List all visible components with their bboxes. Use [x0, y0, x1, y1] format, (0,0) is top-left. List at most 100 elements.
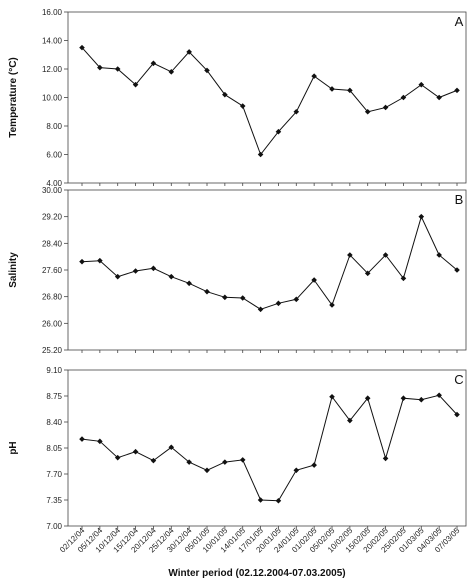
data-point	[418, 396, 425, 403]
panel-letter: B	[455, 192, 464, 207]
y-tick-label: 14.00	[42, 37, 63, 46]
data-point	[454, 267, 460, 273]
data-point	[275, 497, 282, 504]
data-point	[382, 455, 389, 462]
data-point	[150, 60, 157, 67]
data-point	[436, 252, 442, 258]
data-point	[454, 87, 460, 94]
data-point	[168, 444, 175, 451]
data-point	[400, 395, 407, 402]
data-point	[150, 265, 157, 272]
data-point	[293, 467, 300, 474]
data-point	[114, 66, 121, 72]
data-point	[257, 151, 264, 158]
series-line	[81, 394, 458, 502]
x-axis-title: Winter period (02.12.2004-07.03.2005)	[168, 568, 345, 579]
data-point	[132, 81, 139, 88]
data-point	[257, 497, 264, 503]
series-line	[81, 215, 458, 310]
y-tick-label: 7.00	[46, 522, 62, 531]
data-point	[79, 436, 85, 442]
data-point	[293, 296, 300, 303]
data-point	[204, 288, 210, 295]
y-tick-label: 8.05	[46, 444, 62, 453]
data-point	[329, 86, 335, 92]
data-point	[114, 273, 121, 280]
data-point	[418, 213, 425, 220]
data-point	[239, 295, 246, 301]
data-point	[204, 467, 210, 474]
series-line	[81, 47, 458, 156]
y-tick-label: 7.70	[46, 470, 62, 479]
data-point	[239, 103, 246, 109]
data-point	[186, 280, 192, 287]
data-point	[222, 459, 228, 465]
y-tick-label: 8.00	[46, 122, 62, 131]
data-point	[204, 67, 210, 74]
data-point	[168, 273, 175, 280]
plot-frame	[67, 369, 467, 527]
y-tick-label: 26.80	[42, 293, 63, 302]
y-tick-label: 9.10	[46, 366, 62, 375]
data-point	[364, 395, 371, 402]
data-point	[222, 294, 228, 301]
data-point	[329, 302, 335, 308]
data-point	[79, 44, 85, 51]
y-axis-title: pH	[8, 441, 19, 454]
y-axis-title: Salinity	[8, 252, 19, 288]
data-point	[364, 108, 371, 115]
y-tick-label: 26.00	[42, 319, 63, 328]
data-point	[114, 454, 121, 461]
data-point	[311, 462, 317, 468]
data-point	[382, 104, 389, 111]
data-point	[293, 108, 300, 115]
data-point	[257, 306, 264, 313]
panel-A: 4.00 6.00 8.00 10.00 12.00 14.00 16.00 Temperat…	[8, 8, 467, 188]
data-point	[186, 459, 192, 465]
data-point	[150, 457, 157, 464]
data-point	[275, 128, 282, 135]
data-point	[79, 258, 85, 265]
y-tick-label: 6.00	[46, 151, 62, 160]
data-point	[400, 275, 407, 282]
chart-panels: 4.00 6.00 8.00 10.00 12.00 14.00 16.00 Temperat…	[8, 8, 467, 531]
data-point	[97, 64, 103, 71]
data-point	[436, 392, 442, 399]
panel-letter: A	[455, 14, 464, 29]
data-point	[132, 268, 139, 274]
data-point	[311, 73, 317, 79]
data-point	[382, 252, 389, 258]
data-point	[239, 457, 246, 463]
data-point	[311, 277, 317, 283]
y-tick-label: 25.20	[42, 346, 63, 355]
data-point	[347, 417, 353, 424]
panel-B: 25.20 26.00 26.80 27.60 28.40 29.20 30.00 Salin…	[8, 186, 467, 355]
panel-letter: C	[454, 372, 463, 387]
panel-C: 7.00 7.35 7.70 8.05 8.40 8.75 9.10 pH C	[8, 366, 467, 531]
y-tick-label: 30.00	[42, 186, 63, 195]
data-point	[364, 270, 371, 277]
y-tick-label: 12.00	[42, 65, 63, 74]
data-point	[168, 69, 175, 75]
y-tick-label: 4.00	[46, 179, 62, 188]
data-point	[132, 448, 139, 455]
y-tick-label: 8.75	[46, 392, 62, 401]
y-tick-label: 28.40	[42, 239, 63, 248]
data-point	[436, 94, 442, 101]
data-point	[275, 300, 282, 307]
data-point	[222, 91, 228, 98]
data-point	[97, 257, 103, 264]
data-point	[347, 252, 353, 258]
y-tick-label: 16.00	[42, 8, 63, 17]
data-point	[186, 49, 192, 55]
data-point	[400, 94, 407, 101]
y-axis-title: Temperature (°C)	[8, 57, 19, 138]
y-tick-label: 10.00	[42, 94, 63, 103]
y-tick-label: 29.20	[42, 213, 63, 222]
data-point	[329, 393, 335, 400]
x-axis-tick-labels: 02/12/0405/12/0410/12/0415/12/0420/12/04…	[58, 526, 462, 555]
data-point	[418, 81, 425, 88]
data-point	[347, 87, 353, 94]
plot-frame	[67, 11, 467, 184]
